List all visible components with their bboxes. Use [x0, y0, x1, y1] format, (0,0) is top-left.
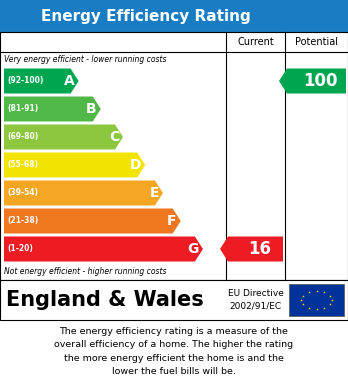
Text: (69-80): (69-80)	[7, 133, 38, 142]
Text: G: G	[188, 242, 199, 256]
Bar	[0, 280, 348, 320]
Polygon shape	[4, 181, 163, 206]
Polygon shape	[4, 152, 145, 178]
Bar	[289, 284, 344, 316]
Bar	[0, 32, 348, 280]
Text: C: C	[109, 130, 119, 144]
Text: Potential: Potential	[295, 37, 338, 47]
Text: (21-38): (21-38)	[7, 217, 38, 226]
Polygon shape	[4, 97, 101, 122]
Text: Very energy efficient - lower running costs: Very energy efficient - lower running co…	[4, 54, 166, 63]
Text: 100: 100	[303, 72, 338, 90]
Text: The energy efficiency rating is a measure of the
overall efficiency of a home. T: The energy efficiency rating is a measur…	[54, 327, 294, 376]
Polygon shape	[279, 68, 346, 93]
Polygon shape	[220, 237, 283, 262]
Text: F: F	[167, 214, 177, 228]
Text: B: B	[86, 102, 97, 116]
Text: D: D	[130, 158, 141, 172]
Text: (1-20): (1-20)	[7, 244, 33, 253]
Polygon shape	[4, 237, 203, 262]
Text: Energy Efficiency Rating: Energy Efficiency Rating	[41, 9, 251, 23]
Text: Not energy efficient - higher running costs: Not energy efficient - higher running co…	[4, 267, 166, 276]
Text: 16: 16	[248, 240, 271, 258]
Text: (55-68): (55-68)	[7, 160, 38, 170]
Polygon shape	[4, 208, 181, 233]
Text: Current: Current	[237, 37, 274, 47]
Text: (92-100): (92-100)	[7, 77, 44, 86]
Polygon shape	[4, 68, 79, 93]
Text: (39-54): (39-54)	[7, 188, 38, 197]
Polygon shape	[4, 124, 123, 149]
Bar	[0, 0, 348, 32]
Text: E: E	[149, 186, 159, 200]
Text: (81-91): (81-91)	[7, 104, 38, 113]
Text: England & Wales: England & Wales	[6, 290, 204, 310]
Text: A: A	[64, 74, 74, 88]
Text: EU Directive: EU Directive	[228, 289, 283, 298]
Text: 2002/91/EC: 2002/91/EC	[229, 301, 282, 310]
